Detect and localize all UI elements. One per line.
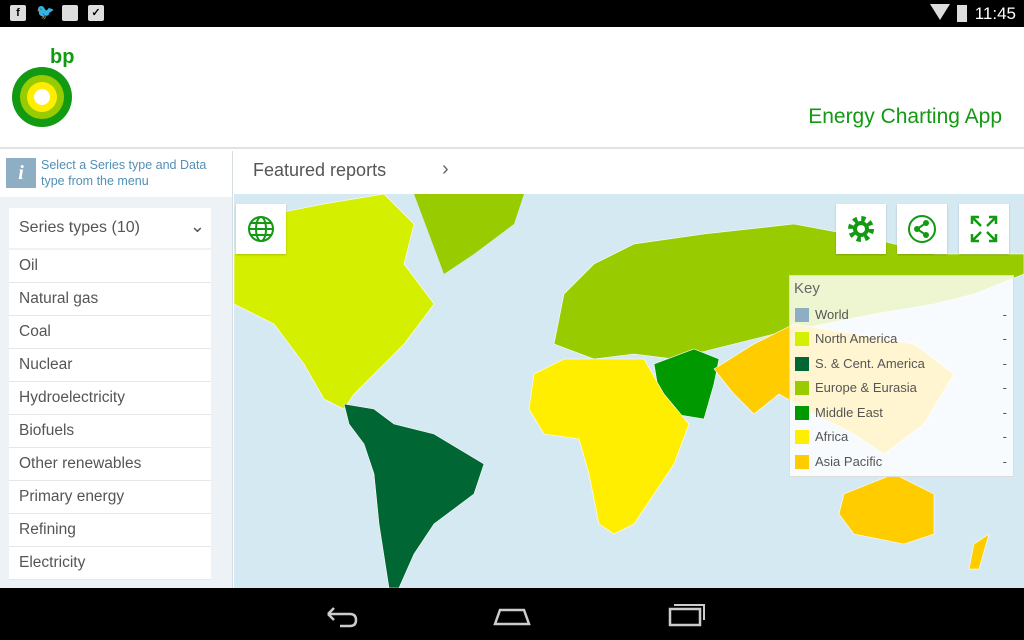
series-item-other-renewables[interactable]: Other renewables	[9, 448, 211, 481]
info-banner: i Select a Series type and Data type fro…	[0, 151, 232, 197]
twitter-icon: 🐦	[36, 4, 55, 21]
key-value: -	[1002, 331, 1007, 346]
recents-button[interactable]	[666, 600, 706, 628]
series-types-dropdown[interactable]: Series types (10) ⌄	[9, 208, 211, 248]
featured-reports-label: Featured reports	[253, 160, 387, 180]
world-map[interactable]: Key World - North America - S. & Cent. Ame…	[234, 194, 1024, 588]
battery-icon	[957, 5, 967, 22]
home-button[interactable]	[492, 600, 532, 628]
swatch	[795, 406, 809, 420]
key-label: Africa	[815, 429, 849, 444]
swatch	[795, 455, 809, 469]
region-s-cent-america[interactable]	[343, 403, 485, 588]
series-item-coal[interactable]: Coal	[9, 316, 211, 349]
swatch	[795, 381, 809, 395]
swatch	[795, 357, 809, 371]
wifi-icon	[930, 4, 950, 20]
key-value: -	[1002, 405, 1007, 420]
settings-icon	[848, 216, 874, 242]
swatch	[795, 332, 809, 346]
key-value: -	[1002, 454, 1007, 469]
status-bar: f 🐦 ✓ 11:45	[0, 0, 1024, 27]
info-icon: i	[6, 158, 36, 188]
share-icon	[908, 215, 936, 243]
series-item-oil[interactable]: Oil	[9, 250, 211, 283]
chevron-right-icon: ›	[442, 158, 449, 180]
series-item-hydroelectricity[interactable]: Hydroelectricity	[9, 382, 211, 415]
series-item-electricity[interactable]: Electricity	[9, 547, 211, 580]
region-africa[interactable]	[528, 358, 690, 535]
share-button[interactable]	[897, 204, 947, 254]
back-button[interactable]	[320, 600, 360, 628]
app-header: bp Energy Charting App	[0, 27, 1024, 149]
key-label: S. & Cent. America	[815, 356, 925, 371]
key-row-north-america: North America -	[795, 329, 1007, 349]
key-label: Asia Pacific	[815, 454, 883, 469]
key-row-asia-pacific: Asia Pacific -	[795, 452, 1007, 472]
navigation-bar	[0, 588, 1024, 640]
key-row-s-cent-america: S. & Cent. America -	[795, 354, 1007, 374]
key-label: Europe & Eurasia	[815, 380, 917, 395]
chevron-down-icon: ⌄	[189, 216, 205, 236]
key-label: North America	[815, 331, 898, 346]
featured-reports-bar[interactable]: Featured reports ›	[234, 151, 1024, 194]
swatch	[795, 308, 809, 322]
map-key: Key World - North America - S. & Cent. Ame…	[789, 275, 1014, 477]
greenland	[414, 194, 524, 274]
globe-button[interactable]	[236, 204, 286, 254]
fullscreen-icon	[970, 215, 998, 243]
key-row-europe-eurasia: Europe & Eurasia -	[795, 378, 1007, 398]
key-value: -	[1002, 307, 1007, 322]
key-row-africa: Africa -	[795, 427, 1007, 447]
key-row-middle-east: Middle East -	[795, 403, 1007, 423]
series-item-biofuels[interactable]: Biofuels	[9, 415, 211, 448]
svg-text:bp: bp	[50, 46, 74, 68]
key-value: -	[1002, 429, 1007, 444]
key-title: Key	[794, 280, 820, 297]
clock: 11:45	[974, 4, 1016, 23]
globe-icon	[248, 216, 274, 242]
settings-button[interactable]	[836, 204, 886, 254]
briefcase-icon: ✓	[88, 5, 104, 21]
key-label: Middle East	[815, 405, 883, 420]
series-item-primary-energy[interactable]: Primary energy	[9, 481, 211, 514]
sidebar: i Select a Series type and Data type fro…	[0, 151, 233, 588]
key-value: -	[1002, 356, 1007, 371]
key-label: World	[815, 307, 849, 322]
dropdown-label: Series types (10)	[19, 219, 140, 236]
key-row-world: World -	[795, 305, 1007, 325]
swatch	[795, 430, 809, 444]
series-item-natural-gas[interactable]: Natural gas	[9, 283, 211, 316]
fullscreen-button[interactable]	[959, 204, 1009, 254]
series-list: Oil Natural gas Coal Nuclear Hydroelectr…	[9, 250, 211, 580]
info-text: Select a Series type and Data type from …	[41, 158, 207, 188]
series-item-nuclear[interactable]: Nuclear	[9, 349, 211, 382]
series-item-refining[interactable]: Refining	[9, 514, 211, 547]
key-value: -	[1002, 380, 1007, 395]
facebook-icon: f	[10, 5, 26, 21]
image-icon	[62, 5, 78, 21]
bp-logo: bp	[12, 46, 74, 127]
app-title: Energy Charting App	[808, 105, 1002, 128]
